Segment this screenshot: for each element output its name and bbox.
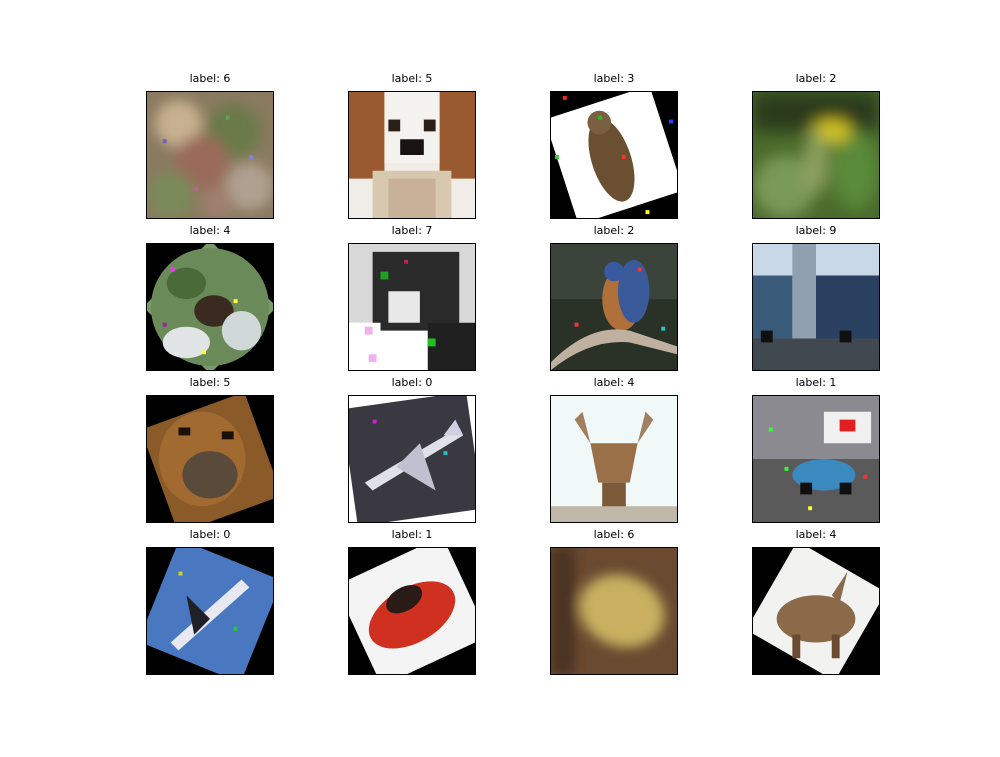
panel-title: label: 6 — [593, 528, 635, 541]
grid-panel: label: 0 — [146, 527, 274, 675]
panel-image — [752, 91, 880, 219]
panel-image — [550, 243, 678, 371]
panel-title: label: 0 — [391, 376, 433, 389]
panel-image — [550, 547, 678, 675]
grid-panel: label: 2 — [752, 71, 880, 219]
panel-image — [348, 243, 476, 371]
grid-panel: label: 3 — [550, 71, 678, 219]
panel-image — [146, 91, 274, 219]
grid-panel: label: 5 — [348, 71, 476, 219]
panel-title: label: 9 — [795, 224, 837, 237]
grid-panel: label: 4 — [752, 527, 880, 675]
panel-image — [752, 243, 880, 371]
grid-panel: label: 4 — [146, 223, 274, 371]
panel-title: label: 1 — [391, 528, 433, 541]
grid-panel: label: 6 — [550, 527, 678, 675]
panel-title: label: 3 — [593, 72, 635, 85]
panel-title: label: 6 — [189, 72, 231, 85]
grid-panel: label: 7 — [348, 223, 476, 371]
panel-image — [348, 547, 476, 675]
panel-title: label: 5 — [189, 376, 231, 389]
grid-panel: label: 5 — [146, 375, 274, 523]
grid-panel: label: 0 — [348, 375, 476, 523]
panel-image — [550, 395, 678, 523]
panel-title: label: 0 — [189, 528, 231, 541]
panel-title: label: 1 — [795, 376, 837, 389]
panel-image — [348, 91, 476, 219]
panel-image — [752, 395, 880, 523]
panel-title: label: 4 — [593, 376, 635, 389]
panel-image — [348, 395, 476, 523]
panel-title: label: 7 — [391, 224, 433, 237]
panel-title: label: 5 — [391, 72, 433, 85]
panel-title: label: 4 — [795, 528, 837, 541]
panel-title: label: 2 — [795, 72, 837, 85]
grid-panel: label: 2 — [550, 223, 678, 371]
grid-panel: label: 9 — [752, 223, 880, 371]
panel-image — [146, 243, 274, 371]
panel-title: label: 4 — [189, 224, 231, 237]
grid-panel: label: 4 — [550, 375, 678, 523]
grid-panel: label: 1 — [752, 375, 880, 523]
panel-image — [146, 395, 274, 523]
panel-image — [146, 547, 274, 675]
panel-image — [550, 91, 678, 219]
panel-image — [752, 547, 880, 675]
grid-panel: label: 6 — [146, 71, 274, 219]
panel-title: label: 2 — [593, 224, 635, 237]
grid-panel: label: 1 — [348, 527, 476, 675]
